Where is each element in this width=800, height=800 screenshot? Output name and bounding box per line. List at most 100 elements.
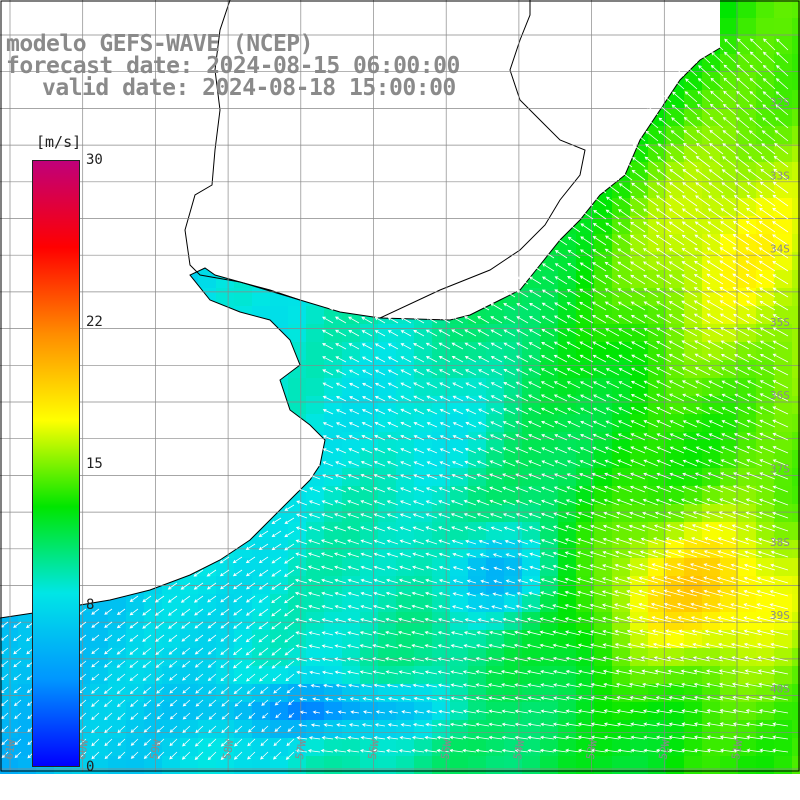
wind-arrow	[526, 670, 542, 675]
wind-arrow	[681, 234, 698, 246]
wind-arrow	[554, 473, 568, 480]
latitude-label: 35S	[770, 316, 790, 329]
wind-arrow	[630, 380, 646, 389]
field-cell	[180, 630, 198, 648]
field-cell	[792, 36, 800, 54]
field-cell	[540, 720, 558, 738]
wind-arrow	[759, 419, 776, 428]
wind-arrow	[334, 487, 347, 493]
field-cell	[324, 576, 342, 594]
field-cell	[630, 648, 648, 666]
field-cell	[324, 720, 342, 738]
wind-arrow	[746, 300, 763, 311]
wind-arrow	[616, 511, 633, 519]
wind-arrow	[602, 616, 620, 623]
wind-arrow	[373, 591, 386, 597]
field-cell	[594, 324, 612, 342]
wind-arrow	[693, 313, 711, 324]
wind-arrow	[400, 421, 412, 428]
wind-arrow	[142, 595, 152, 603]
wind-arrow	[514, 709, 529, 714]
wind-arrow	[695, 182, 711, 194]
field-cell	[774, 450, 792, 468]
field-cell	[324, 630, 342, 648]
field-cell	[342, 522, 360, 540]
wind-arrow	[695, 156, 711, 168]
wind-arrow	[347, 605, 360, 610]
wind-arrow	[640, 656, 659, 662]
wind-arrow	[540, 407, 555, 415]
wind-arrow	[477, 526, 490, 532]
field-cell	[792, 702, 800, 720]
wind-arrow	[464, 316, 477, 324]
field-cell	[774, 270, 792, 288]
wind-arrow	[590, 643, 607, 649]
field-cell	[432, 684, 450, 702]
field-cell	[576, 306, 594, 324]
wind-arrow	[746, 446, 763, 454]
wind-arrow	[182, 673, 191, 681]
field-cell	[594, 648, 612, 666]
field-cell	[144, 630, 162, 648]
field-cell	[324, 414, 342, 432]
wind-arrow	[604, 735, 620, 740]
wind-arrow	[233, 608, 243, 616]
wind-arrow	[643, 301, 659, 311]
wind-arrow	[322, 422, 334, 428]
wind-arrow	[721, 195, 737, 207]
field-cell	[684, 216, 702, 234]
field-cell	[792, 252, 800, 270]
wind-arrow	[438, 487, 451, 493]
wind-arrow	[207, 686, 217, 694]
wind-arrow	[722, 156, 737, 168]
field-cell	[774, 198, 792, 216]
wind-arrow	[337, 697, 347, 701]
wind-arrow	[346, 644, 360, 649]
field-cell	[360, 504, 378, 522]
wind-arrow	[656, 367, 672, 376]
wind-arrow	[540, 394, 555, 402]
wind-arrow	[502, 473, 516, 480]
field-cell	[666, 108, 684, 126]
field-cell	[342, 702, 360, 720]
field-cell	[288, 504, 306, 522]
wind-arrow	[566, 394, 581, 402]
field-cell	[702, 342, 720, 360]
wind-arrow	[692, 656, 711, 662]
wind-arrow	[13, 634, 22, 642]
field-cell	[252, 720, 270, 738]
wind-arrow	[720, 221, 737, 233]
field-cell	[612, 756, 630, 774]
field-cell	[594, 558, 612, 576]
field-cell	[486, 342, 504, 360]
wind-arrow	[743, 603, 763, 610]
wind-arrow	[528, 499, 542, 506]
wind-arrow	[479, 553, 490, 558]
field-cell	[450, 360, 468, 378]
wind-arrow	[746, 419, 763, 428]
field-cell	[630, 756, 648, 774]
wind-arrow	[271, 517, 282, 524]
wind-arrow	[656, 354, 672, 363]
field-cell	[18, 612, 36, 630]
wind-arrow	[233, 595, 243, 603]
wind-arrow	[721, 393, 737, 402]
field-cell	[594, 396, 612, 414]
wind-arrow	[632, 156, 646, 168]
field-cell	[702, 720, 720, 738]
field-cell	[414, 360, 432, 378]
wind-arrow	[655, 221, 672, 233]
field-cell	[414, 414, 432, 432]
wind-arrow	[373, 552, 386, 558]
wind-arrow	[772, 353, 789, 363]
wind-arrow	[552, 617, 568, 623]
forecast-date: forecast date: 2024-08-15 06:00:00	[6, 53, 460, 79]
field-cell	[522, 432, 540, 450]
field-cell	[558, 234, 576, 252]
wind-arrow	[693, 498, 711, 506]
wind-arrow	[359, 644, 373, 649]
field-cell	[414, 720, 432, 738]
field-cell	[612, 504, 630, 522]
wind-arrow	[691, 537, 711, 545]
wind-arrow	[464, 342, 477, 350]
